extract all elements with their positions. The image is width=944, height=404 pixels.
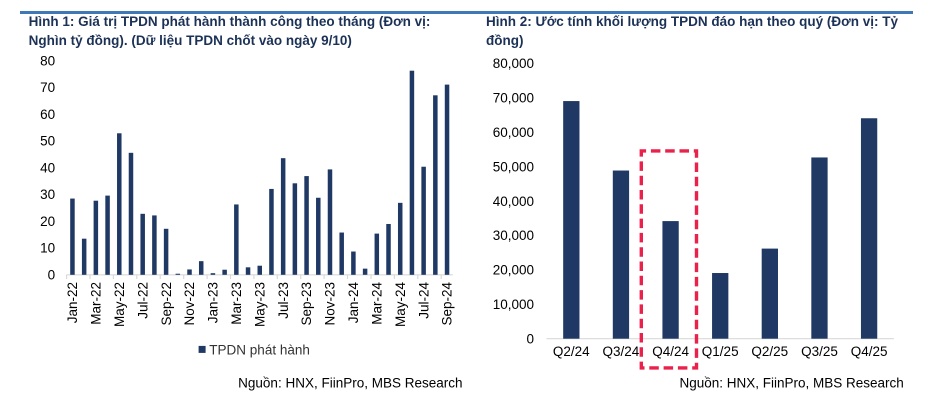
svg-text:Q1/25: Q1/25 bbox=[702, 344, 739, 359]
svg-text:10: 10 bbox=[40, 241, 55, 256]
svg-text:Q3/25: Q3/25 bbox=[801, 344, 838, 359]
svg-text:20: 20 bbox=[40, 214, 55, 229]
svg-text:0: 0 bbox=[526, 331, 534, 346]
svg-text:Q2/25: Q2/25 bbox=[751, 344, 788, 359]
svg-text:70,000: 70,000 bbox=[493, 91, 534, 106]
svg-text:May-23: May-23 bbox=[252, 282, 267, 327]
svg-text:Q4/25: Q4/25 bbox=[851, 344, 888, 359]
svg-text:60: 60 bbox=[40, 107, 55, 122]
svg-text:70: 70 bbox=[40, 80, 55, 95]
svg-text:20,000: 20,000 bbox=[493, 263, 534, 278]
svg-text:Mar-24: Mar-24 bbox=[369, 282, 384, 325]
svg-text:May-24: May-24 bbox=[393, 282, 408, 328]
svg-text:Jan-23: Jan-23 bbox=[206, 282, 221, 323]
svg-text:Mar-22: Mar-22 bbox=[89, 282, 104, 325]
svg-text:30: 30 bbox=[40, 187, 55, 202]
svg-text:80,000: 80,000 bbox=[493, 56, 534, 71]
svg-text:Jan-24: Jan-24 bbox=[346, 282, 361, 324]
svg-text:Mar-23: Mar-23 bbox=[229, 282, 244, 325]
svg-text:Nov-22: Nov-22 bbox=[182, 282, 197, 326]
svg-text:Nov-23: Nov-23 bbox=[323, 282, 338, 326]
svg-text:Sep-23: Sep-23 bbox=[299, 282, 314, 326]
svg-text:TPDN phát hành: TPDN phát hành bbox=[209, 342, 310, 357]
svg-text:60,000: 60,000 bbox=[493, 125, 534, 140]
svg-text:30,000: 30,000 bbox=[493, 228, 534, 243]
svg-text:Jul-23: Jul-23 bbox=[276, 282, 291, 319]
svg-text:Jul-22: Jul-22 bbox=[135, 282, 150, 319]
svg-text:Nguồn: HNX, FiinPro, MBS Resea: Nguồn: HNX, FiinPro, MBS Research bbox=[238, 376, 462, 391]
svg-text:50: 50 bbox=[40, 134, 55, 149]
svg-text:0: 0 bbox=[48, 267, 56, 282]
svg-text:Sep-22: Sep-22 bbox=[159, 282, 174, 326]
svg-text:40,000: 40,000 bbox=[493, 194, 534, 209]
svg-text:80: 80 bbox=[40, 54, 55, 69]
svg-text:50,000: 50,000 bbox=[493, 159, 534, 174]
svg-text:10,000: 10,000 bbox=[493, 297, 534, 312]
svg-text:May-22: May-22 bbox=[112, 282, 127, 327]
svg-text:40: 40 bbox=[40, 161, 55, 176]
svg-text:Jul-24: Jul-24 bbox=[416, 282, 431, 319]
svg-text:Q2/24: Q2/24 bbox=[553, 344, 590, 359]
svg-text:Q3/24: Q3/24 bbox=[603, 344, 640, 359]
svg-text:Sep-24: Sep-24 bbox=[440, 282, 455, 326]
svg-text:Q4/24: Q4/24 bbox=[652, 344, 689, 359]
svg-text:Nguồn: HNX, FiinPro, MBS Resea: Nguồn: HNX, FiinPro, MBS Research bbox=[679, 376, 903, 391]
svg-text:Jan-22: Jan-22 bbox=[65, 282, 80, 323]
